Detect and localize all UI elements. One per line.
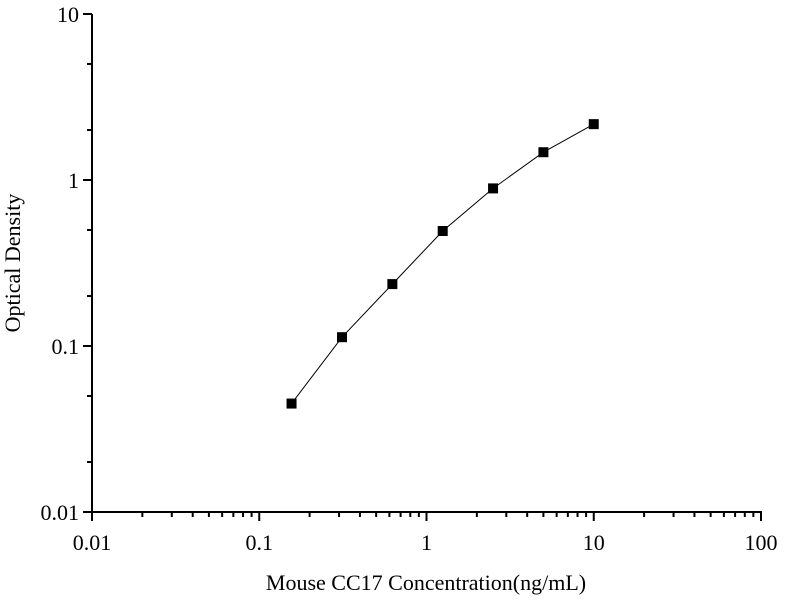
data-point	[286, 398, 297, 409]
x-tick-label: 100	[745, 530, 778, 555]
x-tick-label: 0.01	[73, 530, 112, 555]
series-line	[291, 123, 594, 404]
data-point	[337, 332, 348, 343]
x-tick-label: 0.1	[246, 530, 274, 555]
axes	[91, 14, 762, 513]
data-point	[437, 225, 448, 236]
x-tick-label: 10	[583, 530, 605, 555]
y-axis-title: Optical Density	[0, 194, 25, 333]
y-tick-label: 0.01	[41, 500, 80, 525]
plot-area	[286, 119, 599, 409]
y-tick-label: 1	[68, 168, 79, 193]
data-point	[588, 119, 599, 130]
y-tick-label: 0.1	[52, 334, 80, 359]
data-point	[488, 183, 499, 194]
data-point	[538, 147, 549, 158]
y-tick-label: 10	[57, 2, 79, 27]
x-tick-label: 1	[421, 530, 432, 555]
data-point	[387, 279, 398, 290]
ticks: 0.01 0.1 1 10 100 0.01 0.1 1 10	[41, 2, 778, 555]
x-axis-title: Mouse CC17 Concentration(ng/mL)	[266, 570, 586, 595]
